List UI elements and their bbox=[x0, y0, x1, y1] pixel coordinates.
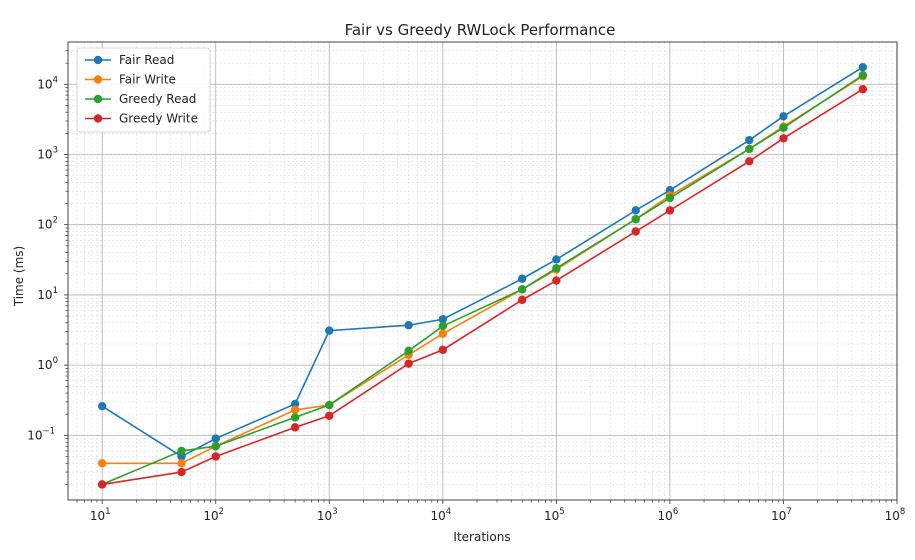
data-point bbox=[325, 326, 334, 335]
data-point bbox=[858, 70, 868, 80]
x-tick-label: 108 bbox=[885, 507, 906, 523]
series-fair-read bbox=[97, 63, 868, 461]
data-point bbox=[858, 85, 868, 94]
data-point bbox=[97, 402, 107, 411]
x-tick-label: 106 bbox=[658, 507, 679, 523]
data-point bbox=[631, 227, 640, 236]
series-line-fair-read bbox=[101, 66, 864, 458]
data-point bbox=[552, 276, 561, 285]
data-point bbox=[438, 321, 448, 331]
data-point bbox=[631, 214, 640, 224]
legend-swatch-marker bbox=[93, 75, 103, 84]
x-tick-label: 104 bbox=[430, 507, 451, 523]
legend-swatch-marker bbox=[93, 94, 103, 104]
data-point bbox=[177, 446, 186, 456]
data-point bbox=[97, 480, 107, 489]
data-point bbox=[438, 345, 448, 355]
y-tick-label: 10−1 bbox=[27, 426, 55, 442]
legend-item: Fair Read bbox=[85, 53, 174, 67]
data-point bbox=[290, 399, 300, 409]
legend-item: Fair Write bbox=[85, 73, 176, 87]
data-point bbox=[177, 467, 186, 477]
data-point bbox=[438, 329, 448, 338]
data-point bbox=[745, 144, 754, 154]
x-tick-label: 107 bbox=[771, 507, 792, 523]
data-point bbox=[665, 193, 675, 203]
series-group bbox=[97, 63, 868, 489]
x-axis-label: Iterations bbox=[453, 530, 510, 544]
series-line-greedy-write bbox=[102, 88, 864, 486]
series-greedy-read bbox=[97, 70, 868, 489]
series-line-greedy-read bbox=[101, 74, 864, 486]
data-point bbox=[97, 459, 107, 468]
data-point bbox=[779, 112, 788, 121]
series-line-fair-write bbox=[102, 75, 864, 465]
x-tick-label: 102 bbox=[203, 507, 224, 523]
data-point bbox=[290, 405, 300, 415]
legend-swatch-marker bbox=[93, 114, 103, 123]
chart-title: Fair vs Greedy RWLock Performance bbox=[345, 21, 616, 39]
plot-frame bbox=[67, 41, 898, 501]
data-point bbox=[517, 274, 527, 283]
x-tick-label: 103 bbox=[317, 507, 338, 523]
data-point bbox=[438, 315, 448, 324]
x-tick-label: 105 bbox=[544, 507, 565, 523]
data-point bbox=[552, 255, 561, 264]
data-point bbox=[404, 346, 413, 355]
legend-label: Greedy Write bbox=[119, 112, 198, 126]
data-point bbox=[552, 264, 561, 273]
data-point bbox=[325, 400, 334, 410]
data-point bbox=[404, 321, 413, 330]
data-point bbox=[211, 452, 220, 461]
legend-label: Greedy Read bbox=[119, 92, 196, 106]
legend-label: Fair Read bbox=[119, 53, 174, 67]
data-point bbox=[779, 123, 788, 132]
legend-item: Greedy Read bbox=[85, 92, 196, 106]
data-point bbox=[631, 206, 640, 215]
series-greedy-write bbox=[97, 85, 868, 489]
data-point bbox=[779, 134, 788, 143]
y-tick-label: 102 bbox=[37, 216, 58, 232]
y-axis-label: Time (ms) bbox=[12, 246, 26, 308]
data-point bbox=[325, 411, 334, 420]
data-point bbox=[177, 459, 186, 468]
data-point bbox=[211, 442, 220, 451]
y-tick-label: 103 bbox=[37, 145, 58, 161]
data-point bbox=[290, 413, 300, 422]
x-tick-label: 101 bbox=[90, 507, 111, 523]
legend-item: Greedy Write bbox=[85, 112, 198, 126]
data-point bbox=[858, 63, 868, 72]
series-fair-write bbox=[97, 72, 868, 468]
data-point bbox=[517, 285, 527, 294]
data-point bbox=[665, 206, 675, 215]
data-point bbox=[211, 434, 220, 443]
y-tick-label: 101 bbox=[37, 286, 58, 302]
y-tick-label: 104 bbox=[37, 75, 58, 91]
y-tick-label: 100 bbox=[37, 356, 58, 372]
legend-label: Fair Write bbox=[119, 73, 176, 87]
data-point bbox=[745, 157, 754, 166]
data-point bbox=[404, 359, 413, 368]
data-point bbox=[290, 423, 300, 432]
legend-swatch-marker bbox=[93, 55, 103, 65]
legend: Fair Read Fair Write Greedy Read Greedy Wri… bbox=[76, 47, 211, 133]
data-point bbox=[517, 295, 527, 305]
data-point bbox=[745, 135, 754, 145]
legend-box bbox=[76, 47, 211, 133]
